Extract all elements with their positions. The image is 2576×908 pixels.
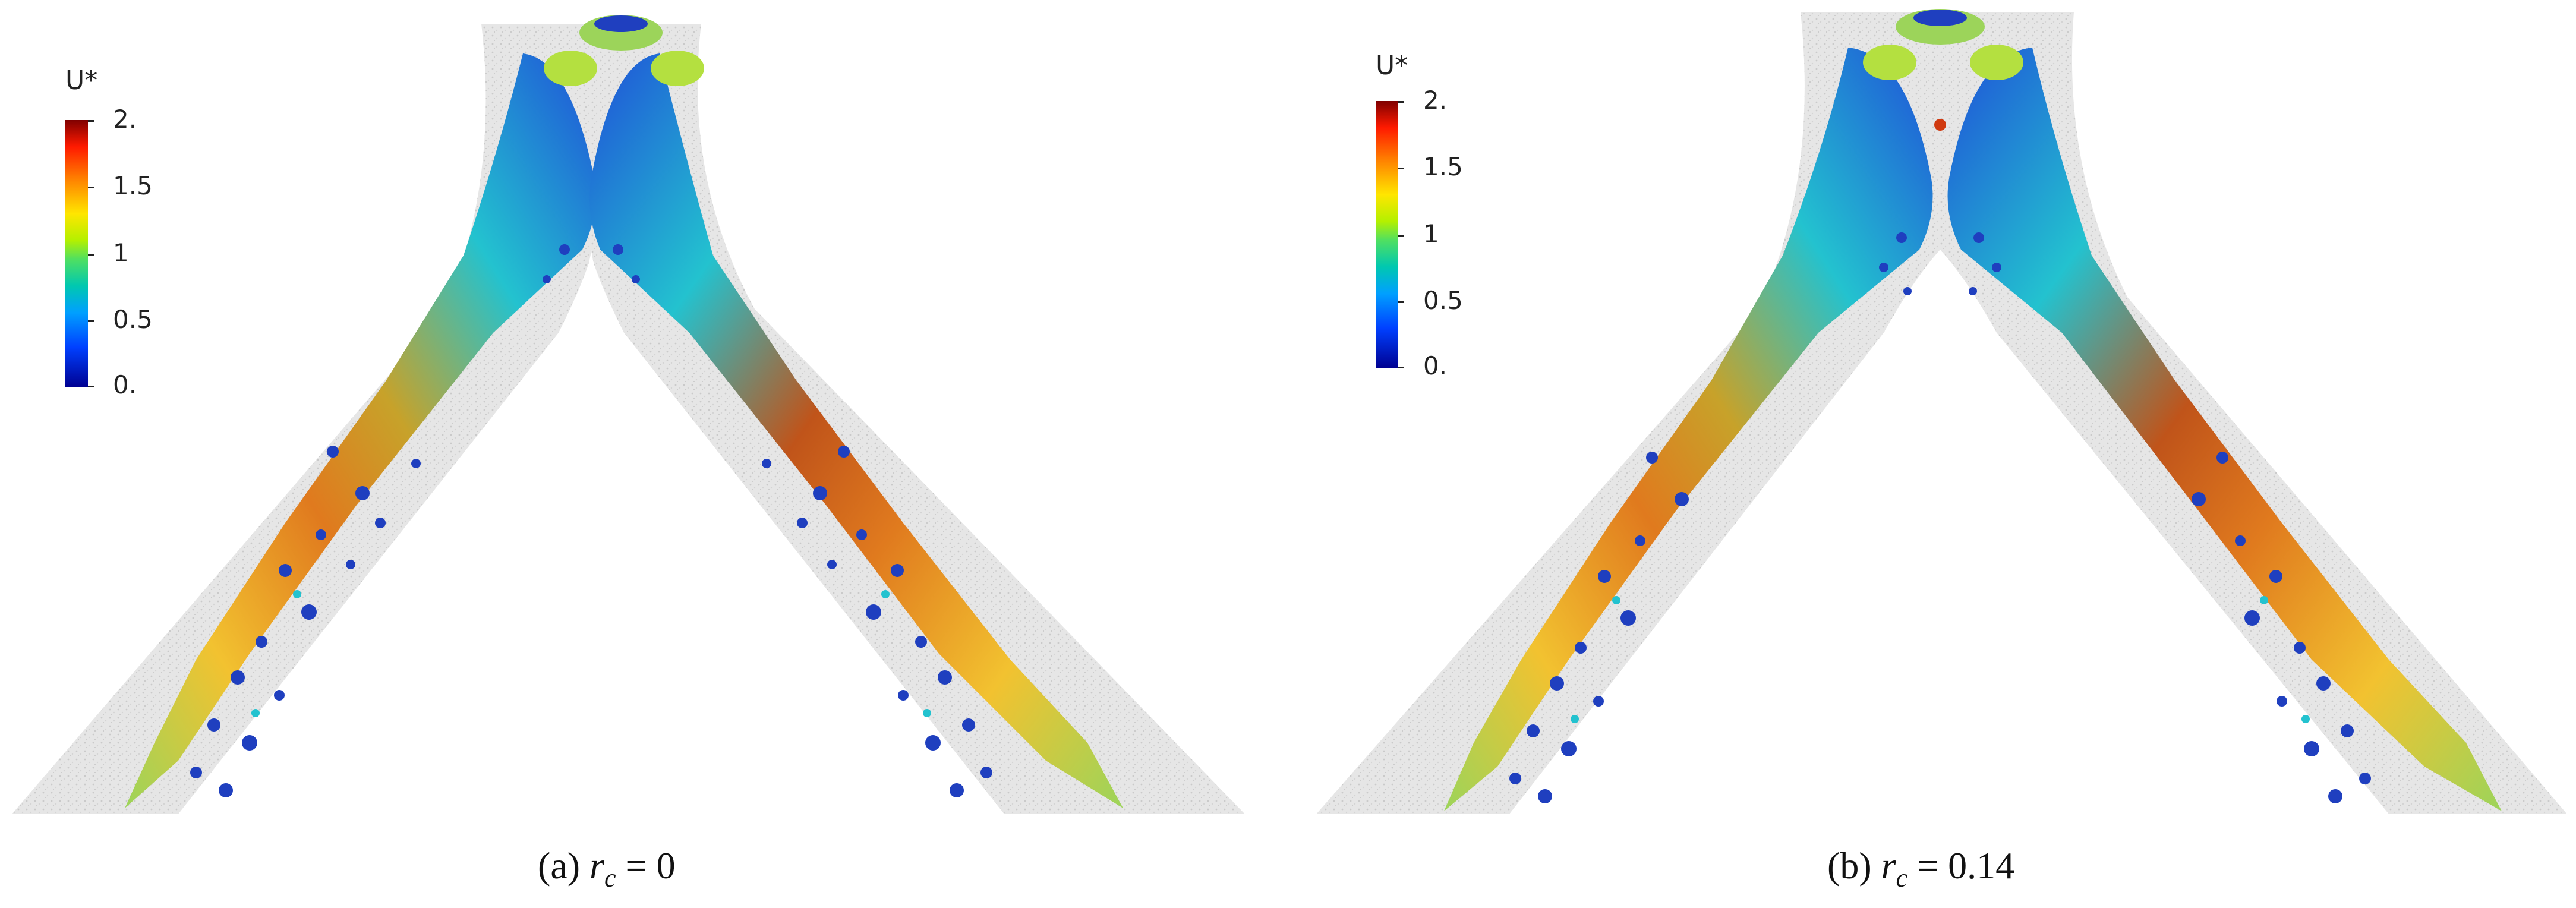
caption-subscript: c [1896,863,1908,893]
jet-left-a [125,53,596,808]
colorbar-tick: 1 [113,238,129,267]
colorbar-gradient [65,120,88,387]
caption-b: (b) rc = 0.14 [1827,844,2014,893]
vortex-structures-a [190,244,992,797]
vortex-structures-b [1509,232,2371,803]
caption-prefix: (a) [538,844,581,887]
caption-equals: = [1917,844,1939,887]
colorbar-gradient [1376,101,1398,368]
colorbar-tick: 2. [1423,86,1448,115]
flow-visualization-a [12,15,1245,814]
colorbar-tick: 1.5 [1423,152,1463,181]
jet-left-b [1444,48,1933,811]
caption-subscript: c [604,863,616,893]
colorbar-tick: 0. [113,370,137,399]
jet-right-a [589,53,1123,808]
colorbar-tick: 0.5 [113,305,153,334]
panel-a: U* 2. 1.5 1 0.5 0. [0,0,1272,832]
colorbar-title: U* [65,65,98,96]
caption-value: 0.14 [1948,844,2015,887]
jet-right-b [1947,48,2502,811]
colorbar-tick: 2. [113,105,137,134]
flow-visualization-b [1316,9,2567,814]
caption-equals: = [625,844,647,887]
colorbar-tick: 0.5 [1423,286,1463,315]
panel-b: U* 2. 1.5 1 0.5 0. [1307,0,2576,832]
caption-a: (a) rc = 0 [538,844,676,893]
caption-value: 0 [656,844,676,887]
caption-variable: r [1881,844,1896,887]
colorbar-tick: 1.5 [113,171,153,200]
colorbar-title: U* [1376,51,1408,81]
colorbar-tick: 1 [1423,219,1439,248]
colorbar-tick: 0. [1423,351,1448,380]
caption-prefix: (b) [1827,844,1872,887]
caption-variable: r [589,844,604,887]
